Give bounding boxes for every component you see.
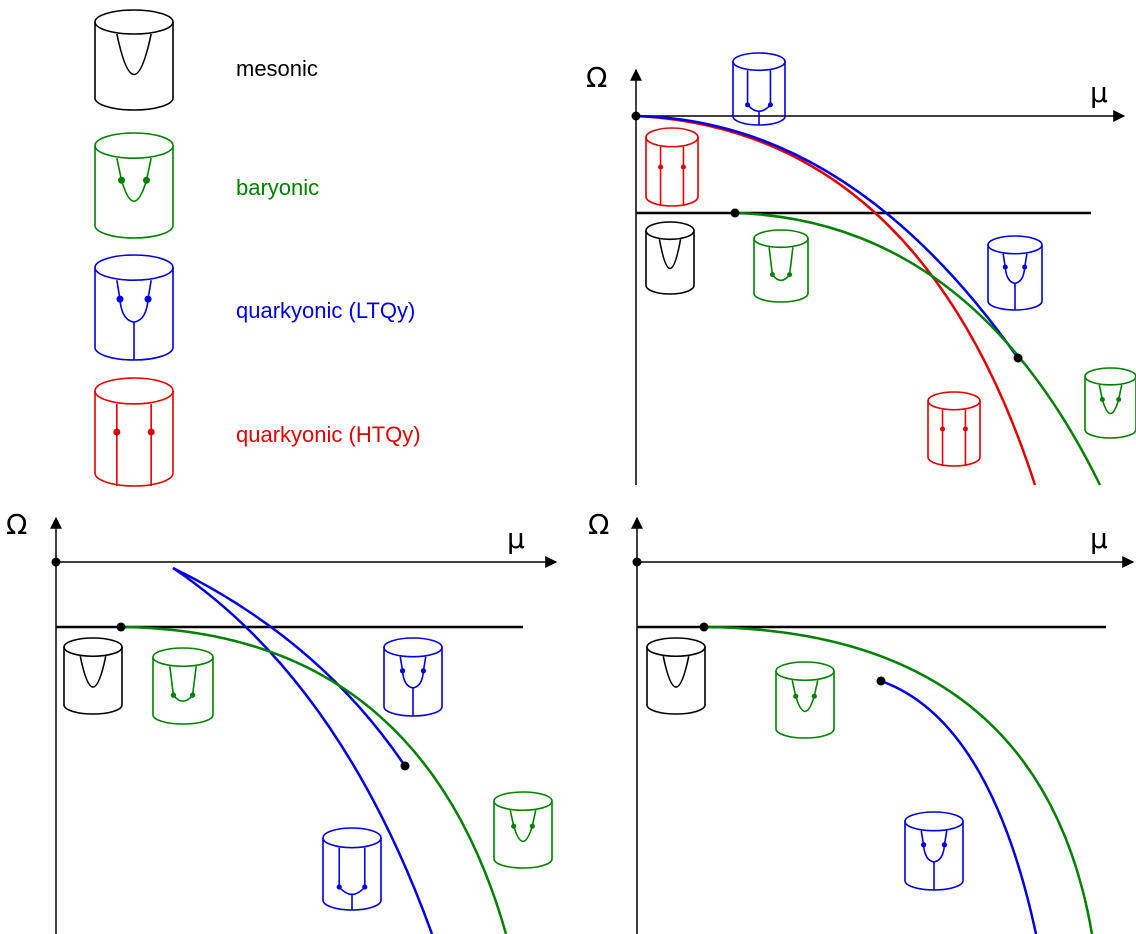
ltqy-phase-icon — [904, 811, 964, 891]
htqy-cylinder-icon — [94, 377, 174, 487]
legend-item-htqy: quarkyonic (HTQy) — [94, 377, 421, 487]
mu-axis-label: μ — [507, 522, 525, 555]
legend-item-mesonic: mesonic — [94, 9, 318, 111]
baryonic-curve — [120, 625, 508, 934]
legend-label-mesonic: mesonic — [236, 56, 318, 81]
baryonic-curve — [734, 211, 1102, 486]
panel-bottom-right: Ω μ — [588, 508, 1135, 934]
panel-bottom-left: Ω μ — [6, 508, 558, 934]
legend-item-baryonic: baryonic — [94, 132, 319, 239]
baryonic-phase-icon — [152, 647, 214, 725]
critical-point — [876, 676, 886, 686]
baryonic-phase-icon — [753, 229, 809, 303]
panel-top-right: Ω μ — [586, 52, 1136, 486]
htqy-curve — [635, 114, 1037, 486]
htqy-phase-icon — [645, 127, 699, 207]
ltqy-curve — [880, 679, 1038, 934]
omega-axis-label: Ω — [588, 508, 609, 541]
ltqy-curve-steep — [172, 566, 434, 934]
ltqy-phase-icon — [322, 827, 382, 911]
ltqy-phase-icon — [732, 52, 786, 126]
mu-axis-label: μ — [1090, 76, 1108, 109]
omega-axis-label: Ω — [6, 508, 27, 541]
legend-item-ltqy: quarkyonic (LTQy) — [94, 254, 415, 361]
omega-axis-label: Ω — [586, 61, 607, 94]
mu-axis-label: μ — [1090, 522, 1108, 555]
legend-label-baryonic: baryonic — [236, 175, 319, 200]
baryonic-phase-icon — [775, 661, 835, 739]
critical-point — [632, 557, 642, 567]
baryonic-phase-icon — [1084, 367, 1136, 439]
critical-point — [730, 208, 740, 218]
legend: mesonic baryonic quarkyonic (LTQy) quark… — [94, 9, 421, 487]
critical-point — [1013, 353, 1023, 363]
critical-point — [116, 622, 126, 632]
legend-label-ltqy: quarkyonic (LTQy) — [236, 298, 415, 323]
critical-point — [631, 111, 641, 121]
htqy-phase-icon — [927, 391, 981, 467]
baryonic-phase-icon — [493, 791, 553, 869]
legend-label-htqy: quarkyonic (HTQy) — [236, 422, 421, 447]
ltqy-phase-icon — [383, 637, 443, 717]
mesonic-phase-icon — [63, 637, 123, 715]
ltqy-phase-icon — [987, 235, 1043, 311]
critical-point — [699, 622, 709, 632]
ltqy-curve — [172, 566, 407, 767]
mesonic-phase-icon — [646, 637, 706, 715]
baryonic-curve — [703, 625, 1094, 934]
critical-point — [51, 557, 61, 567]
ltqy-cylinder-icon — [94, 254, 174, 361]
mesonic-phase-icon — [645, 221, 695, 295]
ltqy-curve — [635, 114, 1020, 359]
mesonic-cylinder-icon — [94, 9, 174, 111]
critical-point — [400, 761, 410, 771]
baryonic-cylinder-icon — [94, 132, 174, 239]
